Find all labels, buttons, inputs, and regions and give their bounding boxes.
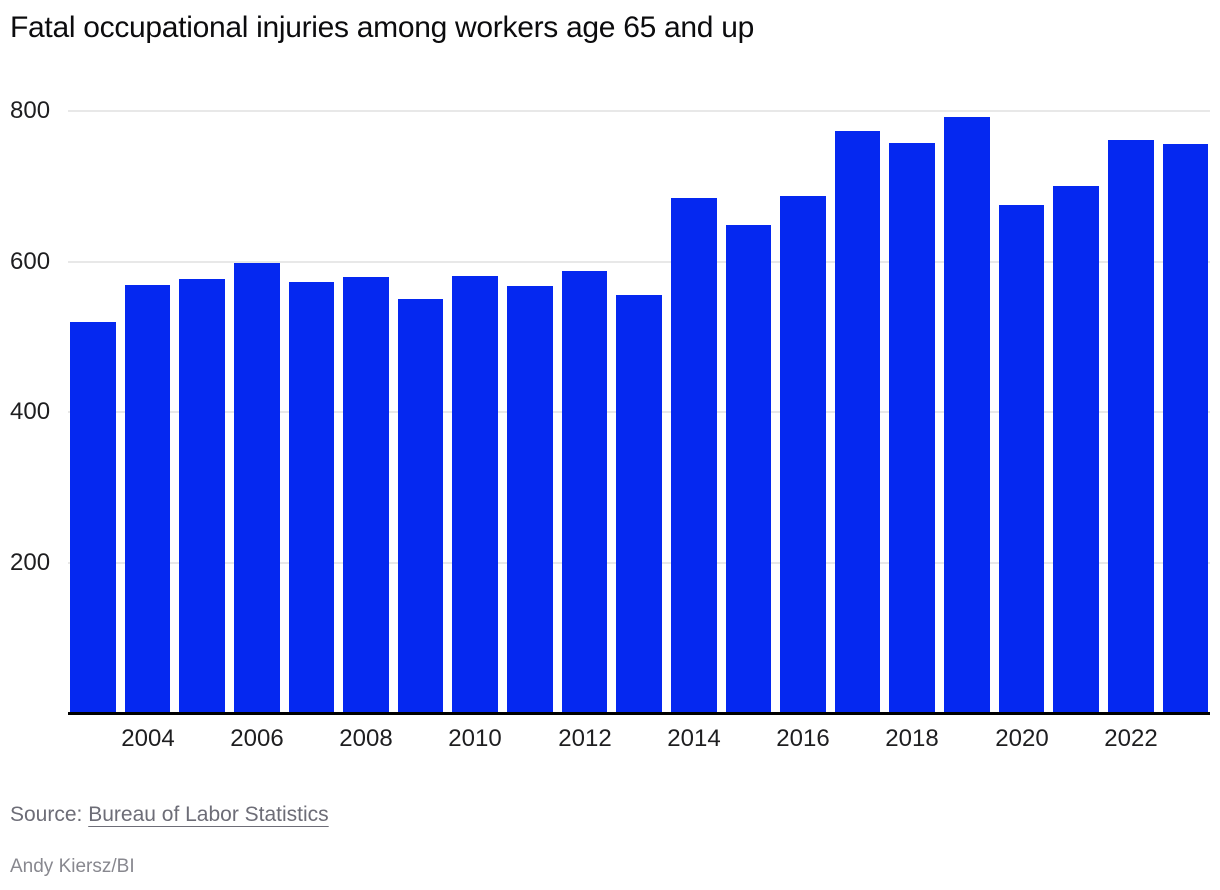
y-tick-label-600: 600 xyxy=(10,247,51,275)
bar-2016 xyxy=(780,196,826,713)
bar-2019 xyxy=(944,117,990,713)
bar-2008 xyxy=(343,276,389,713)
x-tick-label-2014: 2014 xyxy=(667,725,721,752)
bar-2020 xyxy=(998,205,1045,713)
chart-title: Fatal occupational injuries among worker… xyxy=(10,11,754,44)
bar-2003 xyxy=(70,321,116,713)
bar-2007 xyxy=(288,281,335,713)
bar-2004 xyxy=(124,284,171,713)
plot-area xyxy=(68,110,1210,715)
bar-2021 xyxy=(1053,186,1099,713)
x-tick-label-2020: 2020 xyxy=(995,725,1049,752)
bars-group xyxy=(68,111,1210,713)
x-tick-label-2018: 2018 xyxy=(885,725,939,752)
bar-2006 xyxy=(233,263,280,713)
x-tick-label-2016: 2016 xyxy=(776,725,830,752)
gridline-600 xyxy=(68,260,1210,263)
x-axis-line xyxy=(68,712,1210,715)
bar-2017 xyxy=(834,131,881,713)
byline: Andy Kiersz/BI xyxy=(10,856,135,877)
x-tick-label-2010: 2010 xyxy=(448,725,502,752)
bar-2018 xyxy=(889,142,935,713)
x-tick-label-2004: 2004 xyxy=(121,725,175,752)
bar-2022 xyxy=(1107,140,1154,713)
bar-2010 xyxy=(452,275,498,713)
bar-2013 xyxy=(616,294,662,713)
y-tick-label-200: 200 xyxy=(10,548,51,576)
bar-2023 xyxy=(1162,144,1209,713)
bar-2015 xyxy=(725,224,772,713)
bar-2011 xyxy=(507,285,553,713)
gridline-800 xyxy=(68,110,1210,112)
y-tick-label-400: 400 xyxy=(10,398,51,425)
source-link[interactable]: Bureau of Labor Statistics xyxy=(88,803,329,826)
x-tick-label-2008: 2008 xyxy=(339,725,393,752)
x-tick-label-2006: 2006 xyxy=(230,725,284,752)
x-tick-label-2022: 2022 xyxy=(1104,725,1158,752)
bar-2014 xyxy=(670,198,717,713)
y-tick-label-800: 800 xyxy=(10,97,51,124)
x-tick-label-2012: 2012 xyxy=(558,725,612,752)
bar-2012 xyxy=(561,270,608,713)
source-line: Source: Bureau of Labor Statistics xyxy=(10,803,329,827)
source-label: Source: xyxy=(10,803,83,826)
bar-2009 xyxy=(397,299,444,713)
bar-2005 xyxy=(179,278,225,713)
